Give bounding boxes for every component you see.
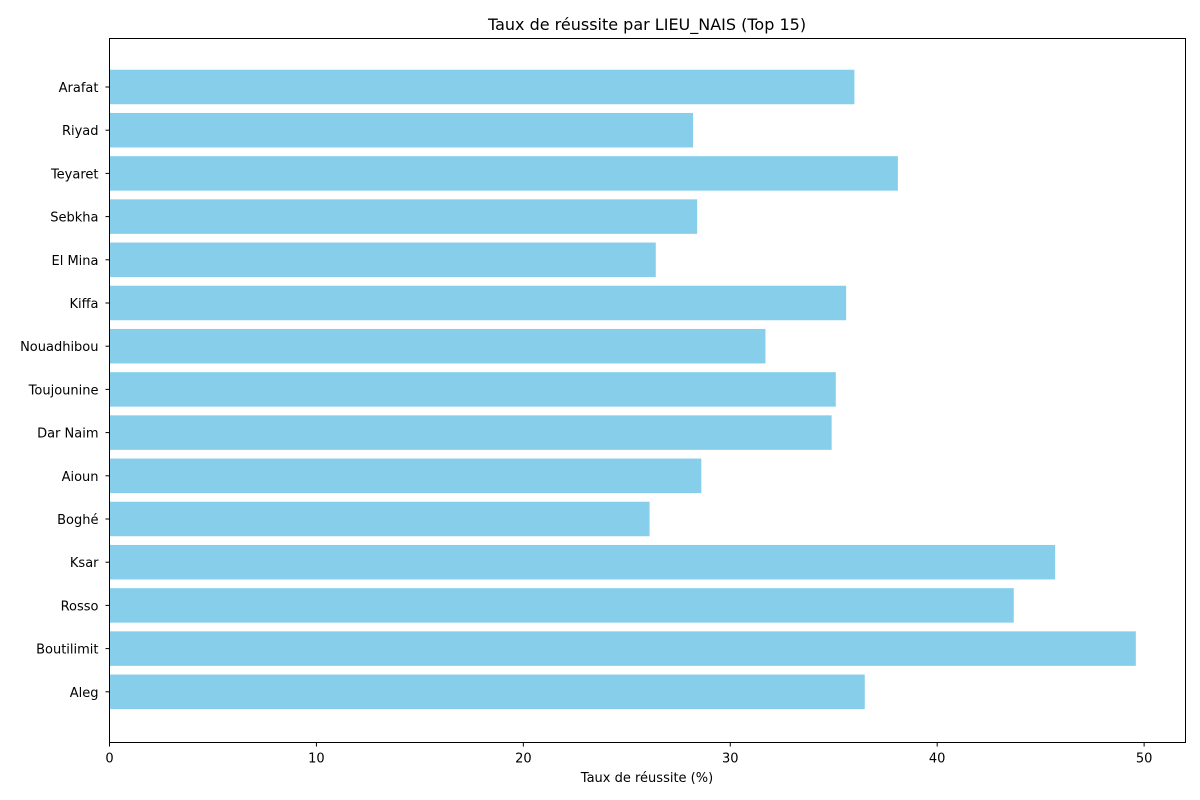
y-tick-label: Aleg xyxy=(70,686,99,701)
y-tick-label: Kiffa xyxy=(69,297,98,312)
bar xyxy=(110,675,865,710)
y-tick-label: El Mina xyxy=(52,254,99,269)
bar xyxy=(110,156,898,191)
x-tick-label: 0 xyxy=(105,752,113,767)
bar xyxy=(110,70,855,105)
x-axis-label: Taux de réussite (%) xyxy=(580,771,713,786)
bar xyxy=(110,286,847,321)
y-tick-label: Boghé xyxy=(57,513,98,528)
y-tick-label: Ksar xyxy=(70,556,99,571)
bar xyxy=(110,372,836,407)
y-tick-label: Rosso xyxy=(61,599,99,614)
y-tick-label: Sebkha xyxy=(50,211,98,226)
y-tick-label: Aioun xyxy=(62,470,99,485)
bar xyxy=(110,415,832,450)
y-tick-label: Teyaret xyxy=(50,167,99,182)
y-tick-label: Nouadhibou xyxy=(20,340,98,355)
x-axis-ticks: 0 10 20 30 40 50 xyxy=(105,743,1152,767)
bars-group xyxy=(110,70,1136,709)
y-tick-label: Arafat xyxy=(59,81,99,96)
y-tick-label: Toujounine xyxy=(28,383,99,398)
y-tick-label: Riyad xyxy=(62,124,99,139)
x-tick-label: 20 xyxy=(515,752,532,767)
y-axis-ticks: Arafat Riyad Teyaret Sebkha El Mina Kiffa Noua… xyxy=(20,81,109,701)
x-tick-label: 50 xyxy=(1136,752,1153,767)
bar xyxy=(110,113,694,148)
bar xyxy=(110,588,1014,623)
bar xyxy=(110,243,656,277)
bar xyxy=(110,459,702,494)
y-tick-label: Boutilimit xyxy=(36,643,98,658)
x-tick-label: 40 xyxy=(929,752,946,767)
bar xyxy=(110,631,1136,666)
bar xyxy=(110,199,698,234)
x-tick-label: 30 xyxy=(722,752,739,767)
bar xyxy=(110,502,650,537)
x-tick-label: 10 xyxy=(308,752,325,767)
y-tick-label: Dar Naim xyxy=(37,427,98,442)
bar xyxy=(110,545,1056,580)
bar xyxy=(110,329,766,364)
chart-title: Taux de réussite par LIEU_NAIS (Top 15) xyxy=(487,15,806,35)
